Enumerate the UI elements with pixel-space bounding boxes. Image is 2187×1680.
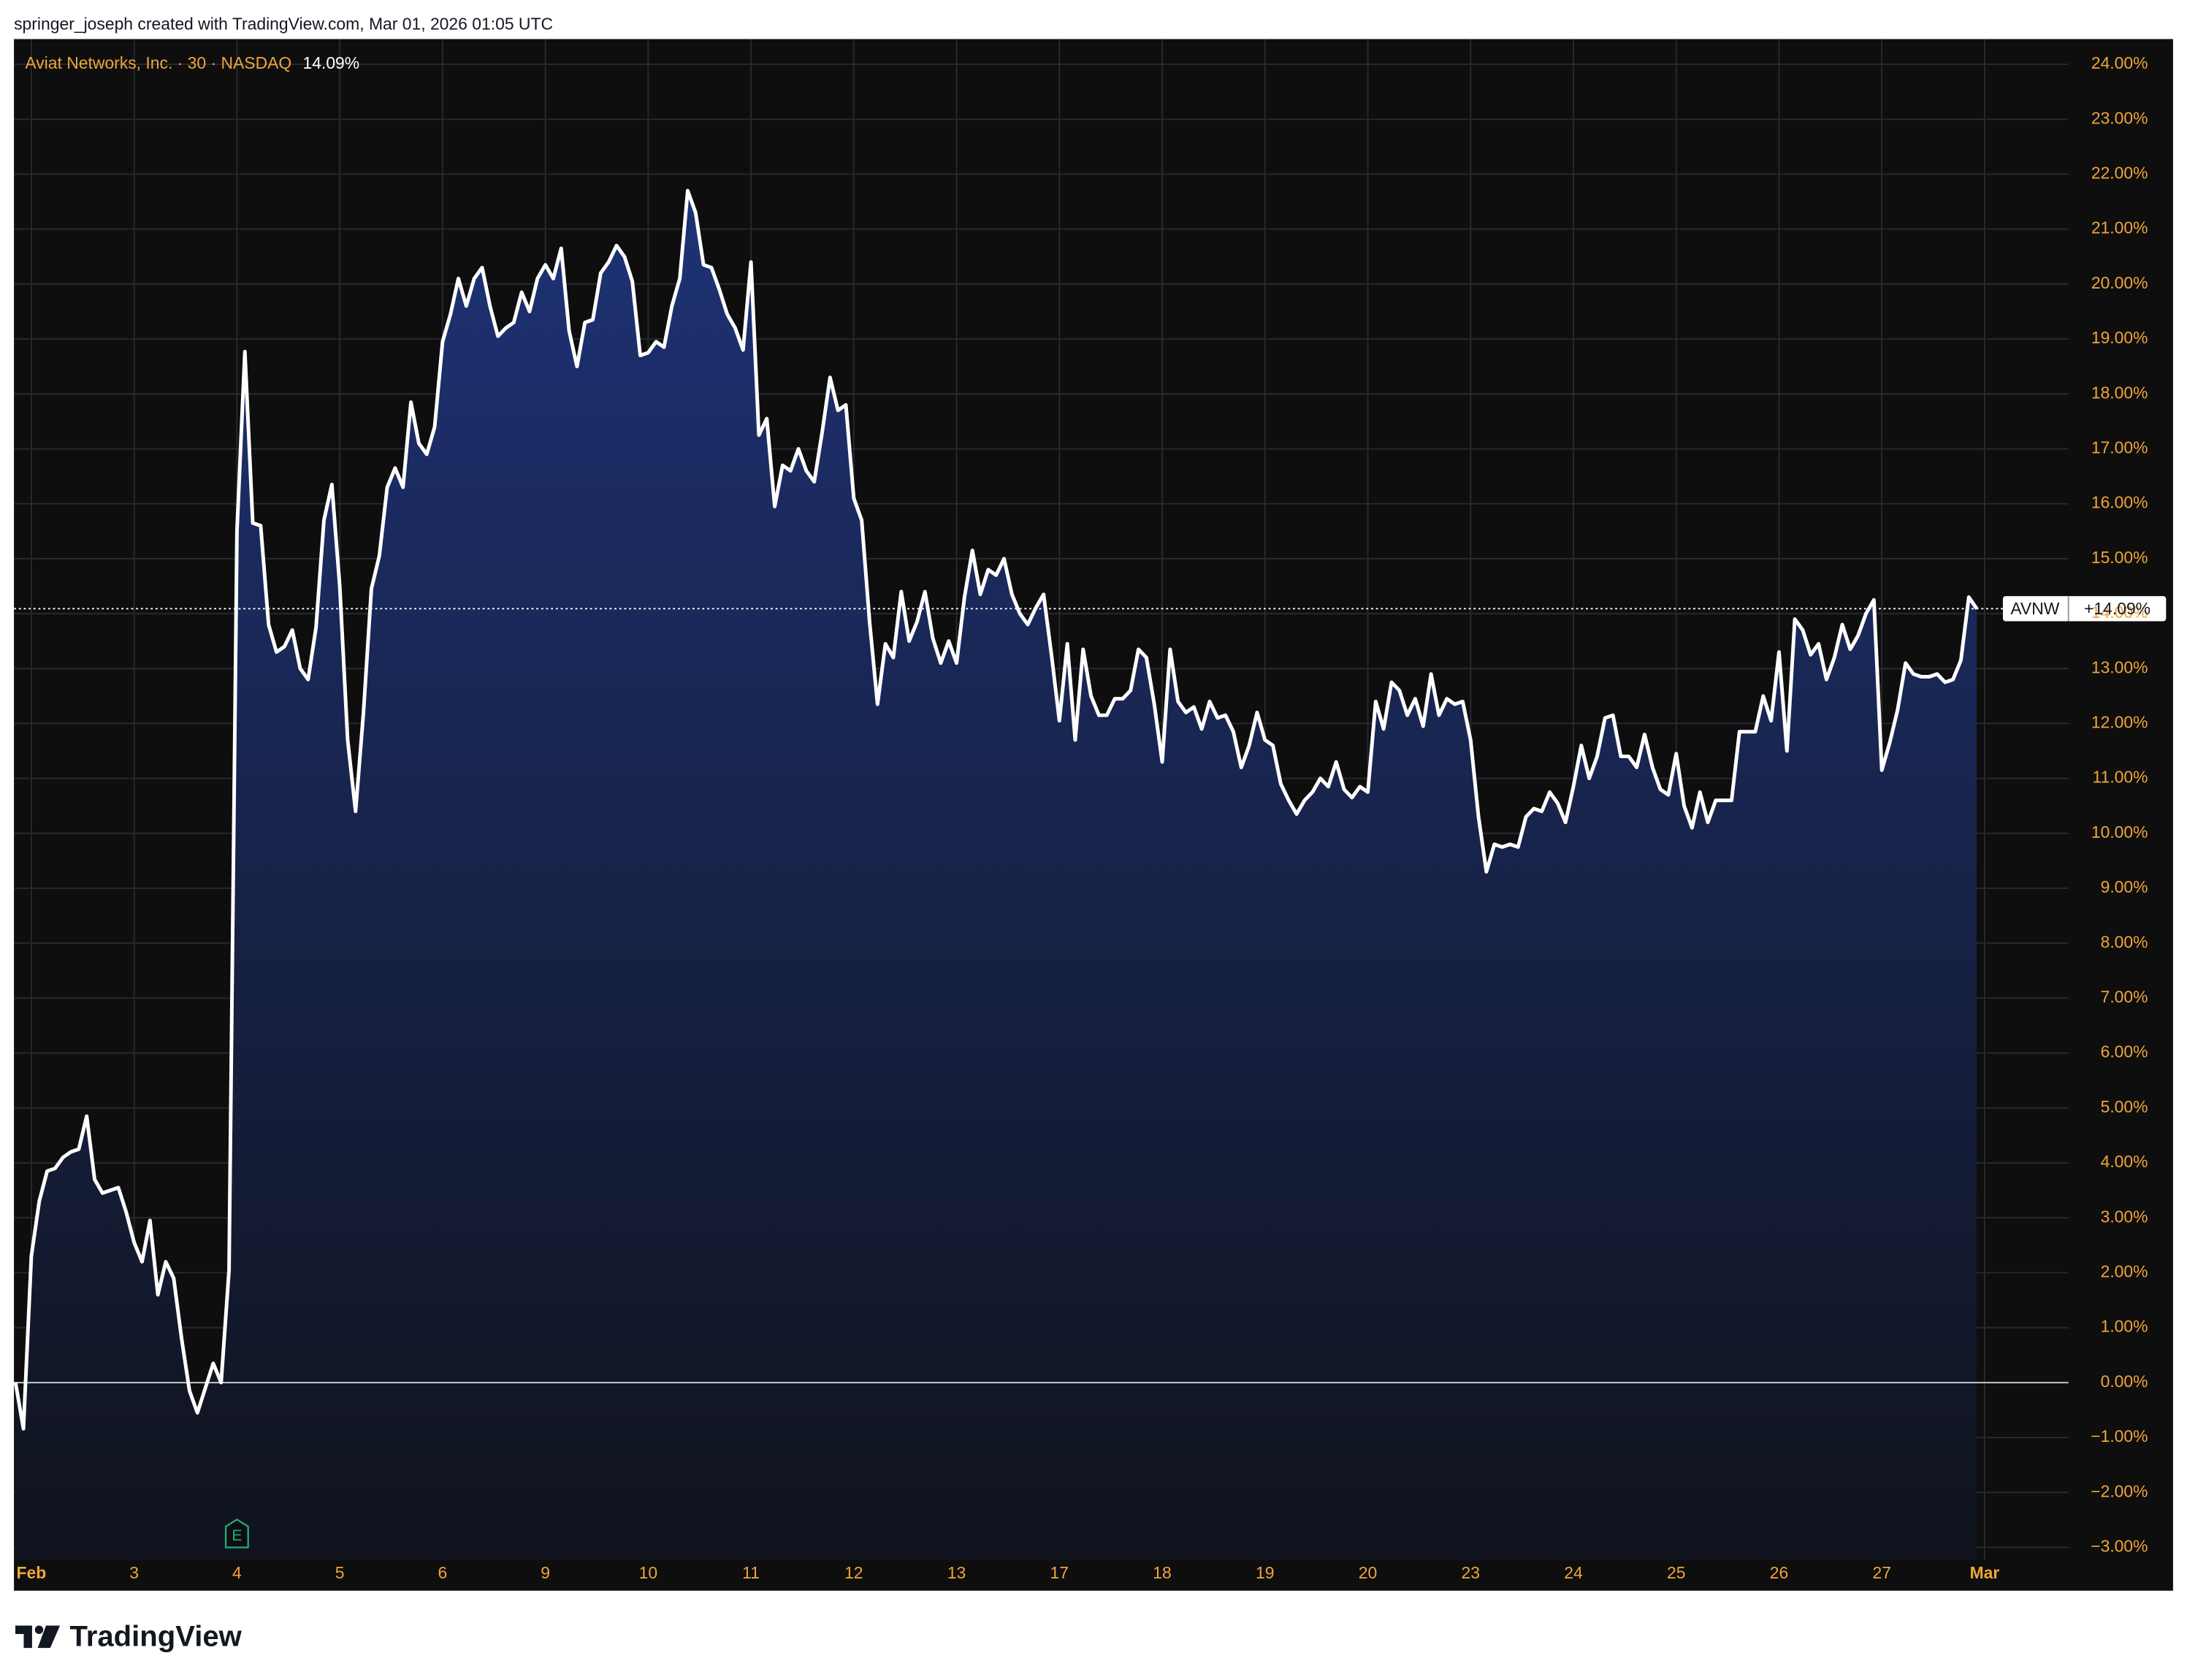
y-tick-label: 17.00% — [2091, 438, 2148, 457]
y-tick-label: 14.00% — [2091, 603, 2148, 622]
y-tick-label: 15.00% — [2091, 548, 2148, 567]
x-tick-label: 13 — [947, 1563, 966, 1582]
x-tick-label: 25 — [1667, 1563, 1685, 1582]
y-tick-label: 7.00% — [2101, 987, 2148, 1006]
y-tick-label: 1.00% — [2101, 1317, 2148, 1336]
logo-icon — [37, 1625, 61, 1649]
y-tick-label: −3.00% — [2091, 1536, 2148, 1555]
x-tick-label: 17 — [1050, 1563, 1069, 1582]
y-tick-label: 3.00% — [2101, 1207, 2148, 1226]
y-tick-label: 9.00% — [2101, 877, 2148, 896]
y-tick-label: 0.00% — [2101, 1372, 2148, 1391]
x-tick-label: 9 — [541, 1563, 550, 1582]
y-tick-label: 20.00% — [2091, 273, 2148, 292]
x-tick-label: 3 — [129, 1563, 139, 1582]
x-tick-label: 19 — [1256, 1563, 1274, 1582]
x-tick-label: 11 — [742, 1563, 760, 1582]
y-tick-label: 2.00% — [2101, 1261, 2148, 1280]
event-label: E — [232, 1527, 242, 1544]
x-tick-label: 12 — [844, 1563, 863, 1582]
x-tick-label: 20 — [1359, 1563, 1377, 1582]
x-tick-label: 23 — [1462, 1563, 1480, 1582]
plot — [13, 188, 2167, 1560]
legend-value: 14.09% — [302, 53, 359, 72]
tradingview-logo: TradingView — [15, 1620, 243, 1652]
logo-icon — [15, 1625, 32, 1649]
line — [13, 188, 1979, 1431]
x-tick-label: 27 — [1872, 1563, 1890, 1582]
y-tick-label: −1.00% — [2091, 1427, 2148, 1446]
price-tag-symbol: AVNW — [2010, 599, 2059, 618]
x-tick-label: 18 — [1153, 1563, 1171, 1582]
y-tick-label: 19.00% — [2091, 328, 2148, 347]
y-tick-label: 18.00% — [2091, 383, 2148, 402]
x-tick-label: 5 — [335, 1563, 345, 1582]
y-tick-label: 22.00% — [2091, 164, 2148, 183]
y-tick-label: 12.00% — [2091, 712, 2148, 731]
x-tick-label: 4 — [232, 1563, 242, 1582]
x-tick-label: Mar — [1970, 1563, 2000, 1582]
y-tick-label: 10.00% — [2091, 822, 2148, 841]
logo-text: TradingView — [69, 1620, 242, 1652]
x-tick-label: 10 — [639, 1563, 657, 1582]
y-tick-label: 24.00% — [2091, 53, 2148, 72]
price-tag-value: +14.09% — [2084, 599, 2150, 618]
area — [15, 191, 1977, 1560]
attribution: springer_joseph created with TradingView… — [14, 14, 553, 33]
event-marker — [224, 1518, 249, 1549]
x-tick-label: Feb — [17, 1563, 47, 1582]
y-tick-label: 13.00% — [2091, 657, 2148, 676]
logo-icon — [34, 1625, 44, 1634]
y-tick-label: 4.00% — [2101, 1152, 2148, 1171]
x-tick-label: 6 — [438, 1563, 447, 1582]
chart-title: Aviat Networks, Inc. · 30 · NASDAQ — [25, 53, 291, 72]
y-tick-label: 16.00% — [2091, 493, 2148, 512]
x-tick-label: 24 — [1564, 1563, 1583, 1582]
y-tick-label: 8.00% — [2101, 932, 2148, 951]
y-tick-label: −2.00% — [2091, 1481, 2148, 1500]
axes: −3.00% −2.00% −1.00% 0.00% 1.00% 2.00% 3.00% 4.… — [17, 53, 2151, 1582]
price-tag — [2002, 596, 2167, 622]
y-tick-label: 23.00% — [2091, 108, 2148, 127]
x-tick-label: 26 — [1770, 1563, 1788, 1582]
y-tick-label: 5.00% — [2101, 1097, 2148, 1116]
y-tick-label: 21.00% — [2091, 218, 2148, 237]
y-tick-label: 11.00% — [2093, 768, 2148, 787]
y-tick-label: 6.00% — [2101, 1042, 2148, 1061]
